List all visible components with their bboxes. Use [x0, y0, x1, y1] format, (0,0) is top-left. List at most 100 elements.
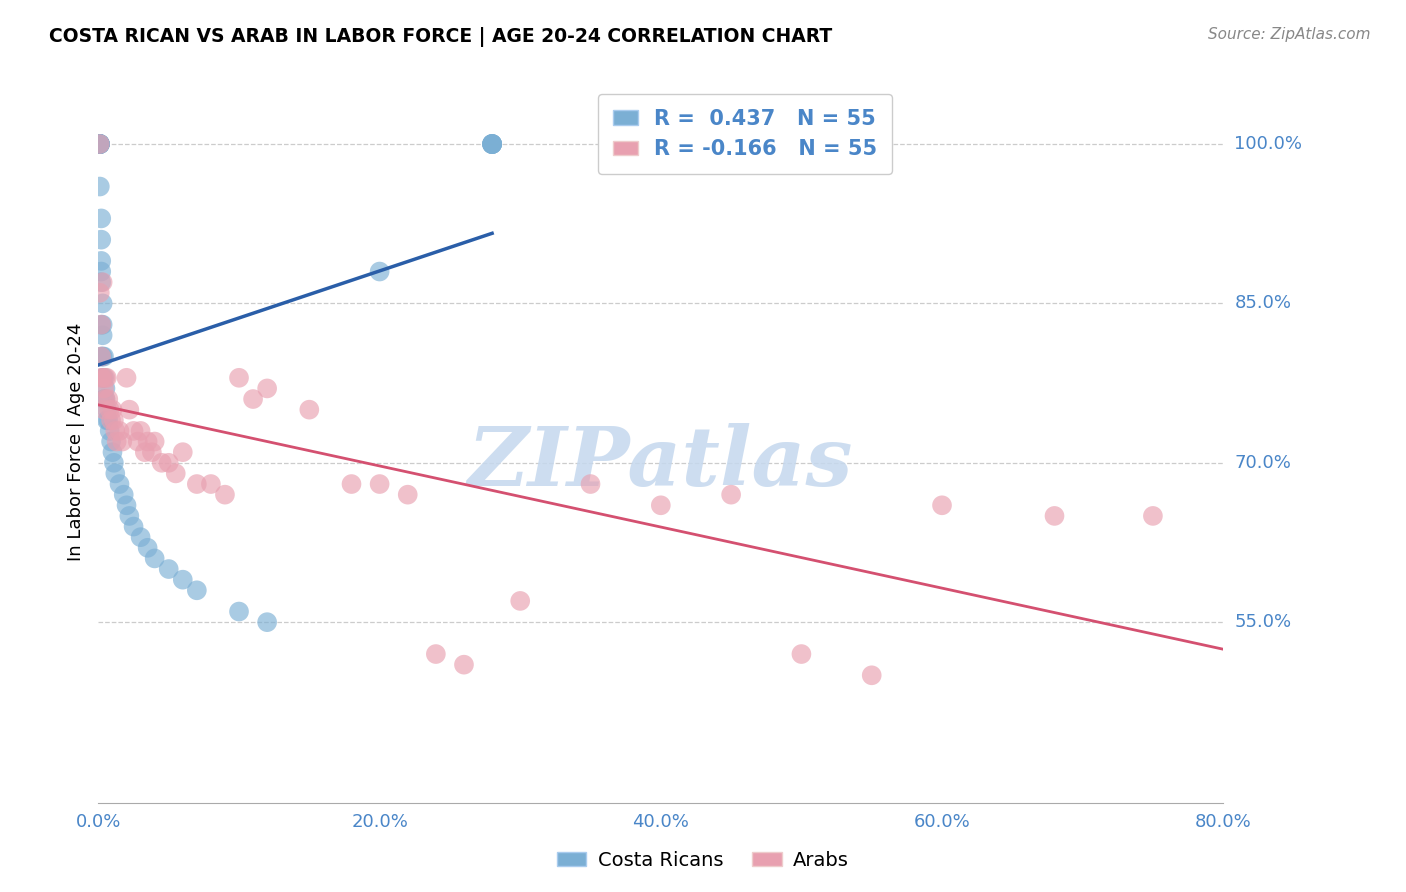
Point: [93, 381, 115, 395]
Point: [96, 413, 118, 427]
Point: [105, 434, 128, 449]
Point: [89, 136, 111, 151]
Point: [340, 477, 363, 491]
Point: [103, 456, 125, 470]
Point: [720, 488, 742, 502]
Text: 85.0%: 85.0%: [1234, 294, 1292, 312]
Point: [111, 434, 134, 449]
Point: [90, 318, 112, 332]
Point: [97, 413, 120, 427]
Point: [90, 233, 112, 247]
Text: Source: ZipAtlas.com: Source: ZipAtlas.com: [1208, 27, 1371, 42]
Point: [94, 381, 117, 395]
Point: [481, 136, 503, 151]
Point: [425, 647, 447, 661]
Point: [115, 371, 138, 385]
Legend: Costa Ricans, Arabs: Costa Ricans, Arabs: [550, 843, 856, 878]
Point: [172, 445, 194, 459]
Point: [90, 264, 112, 278]
Point: [90, 254, 112, 268]
Point: [186, 583, 208, 598]
Text: 100.0%: 100.0%: [1234, 135, 1302, 153]
Point: [89, 136, 111, 151]
Point: [89, 285, 111, 300]
Point: [509, 594, 531, 608]
Point: [186, 477, 208, 491]
Point: [96, 371, 118, 385]
Point: [104, 467, 127, 481]
Point: [91, 371, 114, 385]
Point: [94, 392, 117, 406]
Point: [90, 350, 112, 364]
Point: [256, 615, 278, 630]
Point: [89, 136, 111, 151]
Point: [100, 413, 122, 427]
Point: [143, 434, 166, 449]
Point: [93, 350, 115, 364]
Point: [134, 445, 156, 459]
Point: [141, 445, 163, 459]
Text: ZIPatlas: ZIPatlas: [468, 423, 853, 503]
Point: [790, 647, 813, 661]
Point: [94, 392, 117, 406]
Point: [89, 136, 111, 151]
Point: [481, 136, 503, 151]
Point: [481, 136, 503, 151]
Point: [91, 318, 114, 332]
Point: [96, 402, 118, 417]
Point: [143, 551, 166, 566]
Point: [860, 668, 883, 682]
Text: COSTA RICAN VS ARAB IN LABOR FORCE | AGE 20-24 CORRELATION CHART: COSTA RICAN VS ARAB IN LABOR FORCE | AGE…: [49, 27, 832, 46]
Point: [108, 424, 131, 438]
Legend: R =  0.437   N = 55, R = -0.166   N = 55: R = 0.437 N = 55, R = -0.166 N = 55: [598, 95, 893, 174]
Point: [368, 477, 391, 491]
Point: [101, 445, 124, 459]
Point: [90, 371, 112, 385]
Point: [98, 424, 121, 438]
Point: [94, 371, 117, 385]
Point: [214, 488, 236, 502]
Point: [91, 296, 114, 310]
Point: [108, 477, 131, 491]
Point: [89, 136, 111, 151]
Point: [89, 136, 111, 151]
Point: [91, 371, 114, 385]
Point: [89, 136, 111, 151]
Point: [89, 136, 111, 151]
Point: [91, 350, 114, 364]
Point: [90, 211, 112, 226]
Text: 55.0%: 55.0%: [1234, 613, 1292, 632]
Point: [97, 392, 120, 406]
Point: [100, 434, 122, 449]
Point: [1142, 508, 1164, 523]
Point: [650, 498, 672, 512]
Point: [91, 275, 114, 289]
Point: [93, 392, 115, 406]
Point: [129, 530, 152, 544]
Point: [150, 456, 173, 470]
Point: [396, 488, 419, 502]
Point: [93, 371, 115, 385]
Point: [931, 498, 953, 512]
Point: [136, 434, 159, 449]
Point: [104, 424, 127, 438]
Point: [481, 136, 503, 151]
Point: [101, 402, 124, 417]
Point: [90, 350, 112, 364]
Y-axis label: In Labor Force | Age 20-24: In Labor Force | Age 20-24: [66, 322, 84, 561]
Point: [112, 488, 135, 502]
Point: [200, 477, 222, 491]
Point: [368, 264, 391, 278]
Point: [1043, 508, 1066, 523]
Point: [89, 136, 111, 151]
Point: [118, 402, 141, 417]
Point: [256, 381, 278, 395]
Point: [115, 498, 138, 512]
Point: [481, 136, 503, 151]
Point: [89, 136, 111, 151]
Point: [157, 562, 180, 576]
Point: [453, 657, 475, 672]
Point: [122, 424, 145, 438]
Point: [157, 456, 180, 470]
Point: [98, 402, 121, 417]
